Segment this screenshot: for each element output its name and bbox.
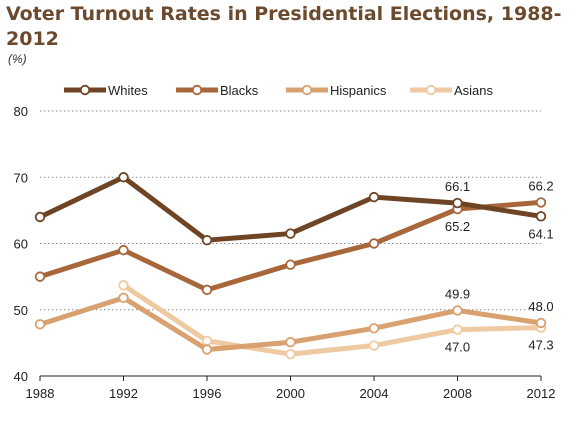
data-point: [285, 228, 296, 239]
data-point: [118, 292, 129, 304]
data-point: [535, 317, 547, 329]
data-point: [285, 259, 296, 270]
x-tick-label: 2000: [276, 386, 305, 401]
legend-label: Blacks: [220, 83, 259, 98]
data-label: 66.2: [528, 178, 553, 193]
legend-item: Whites: [64, 83, 148, 98]
data-point: [118, 280, 129, 291]
data-point: [452, 197, 463, 209]
x-axis-ticks: 1988 1992 1996 2000 2004 2008 2012: [26, 376, 556, 401]
series-whites: [34, 172, 547, 246]
data-point: [34, 271, 46, 282]
data-point: [368, 238, 380, 249]
data-label: 48.0: [528, 299, 553, 314]
data-point: [34, 319, 46, 330]
data-point: [118, 172, 129, 183]
legend-item: Blacks: [176, 83, 259, 98]
data-point: [535, 211, 547, 222]
y-tick-label: 70: [14, 170, 28, 185]
series-line: [37, 199, 544, 293]
data-point: [118, 244, 129, 256]
data-point: [201, 234, 213, 246]
data-point: [535, 197, 547, 208]
data-point: [34, 211, 46, 223]
data-label: 65.2: [445, 219, 470, 234]
series-blacks: [34, 197, 547, 296]
data-point: [368, 340, 380, 351]
y-tick-label: 60: [14, 237, 28, 252]
y-tick-label: 40: [14, 369, 28, 384]
series-asians: [118, 280, 547, 360]
x-tick-label: 1992: [109, 386, 138, 401]
legend-marker: [79, 84, 91, 96]
data-label: 64.1: [528, 226, 553, 241]
data-point: [452, 305, 463, 316]
x-tick-label: 2004: [360, 386, 389, 401]
data-labels: 66.1 66.2 65.2 64.1 49.9 48.0 47.0 47.3: [445, 178, 554, 354]
unit-label: (%): [8, 52, 27, 66]
data-label: 47.0: [445, 340, 470, 355]
legend-marker: [191, 84, 203, 96]
data-label: 49.9: [445, 286, 470, 301]
legend: Whites Blacks Hispanics Asians: [64, 83, 494, 98]
series-group: [34, 172, 547, 360]
legend-item: Asians: [410, 83, 494, 98]
x-tick-label: 1996: [193, 386, 222, 401]
data-point: [368, 191, 380, 203]
data-point: [201, 344, 213, 355]
data-point: [285, 348, 296, 360]
legend-item: Hispanics: [286, 83, 387, 98]
x-tick-label: 2012: [527, 386, 556, 401]
data-point: [201, 335, 213, 347]
x-tick-label: 2008: [443, 386, 472, 401]
data-point: [285, 337, 296, 348]
legend-marker: [425, 84, 437, 96]
x-tick-label: 1988: [26, 386, 55, 401]
y-tick-label: 80: [14, 104, 28, 119]
data-point: [201, 284, 213, 296]
legend-label: Asians: [454, 83, 494, 98]
data-point: [452, 324, 463, 335]
y-axis-ticks: 40 50 60 70 80: [14, 104, 28, 384]
data-label: 66.1: [445, 179, 470, 194]
legend-label: Hispanics: [330, 83, 387, 98]
data-label: 47.3: [528, 338, 553, 353]
legend-label: Whites: [108, 83, 148, 98]
series-line: [121, 282, 544, 357]
chart-title: Voter Turnout Rates in Presidential Elec…: [6, 3, 562, 50]
y-tick-label: 50: [14, 303, 28, 318]
series-hispanics: [34, 292, 547, 355]
data-point: [368, 323, 380, 334]
legend-marker: [301, 84, 313, 96]
